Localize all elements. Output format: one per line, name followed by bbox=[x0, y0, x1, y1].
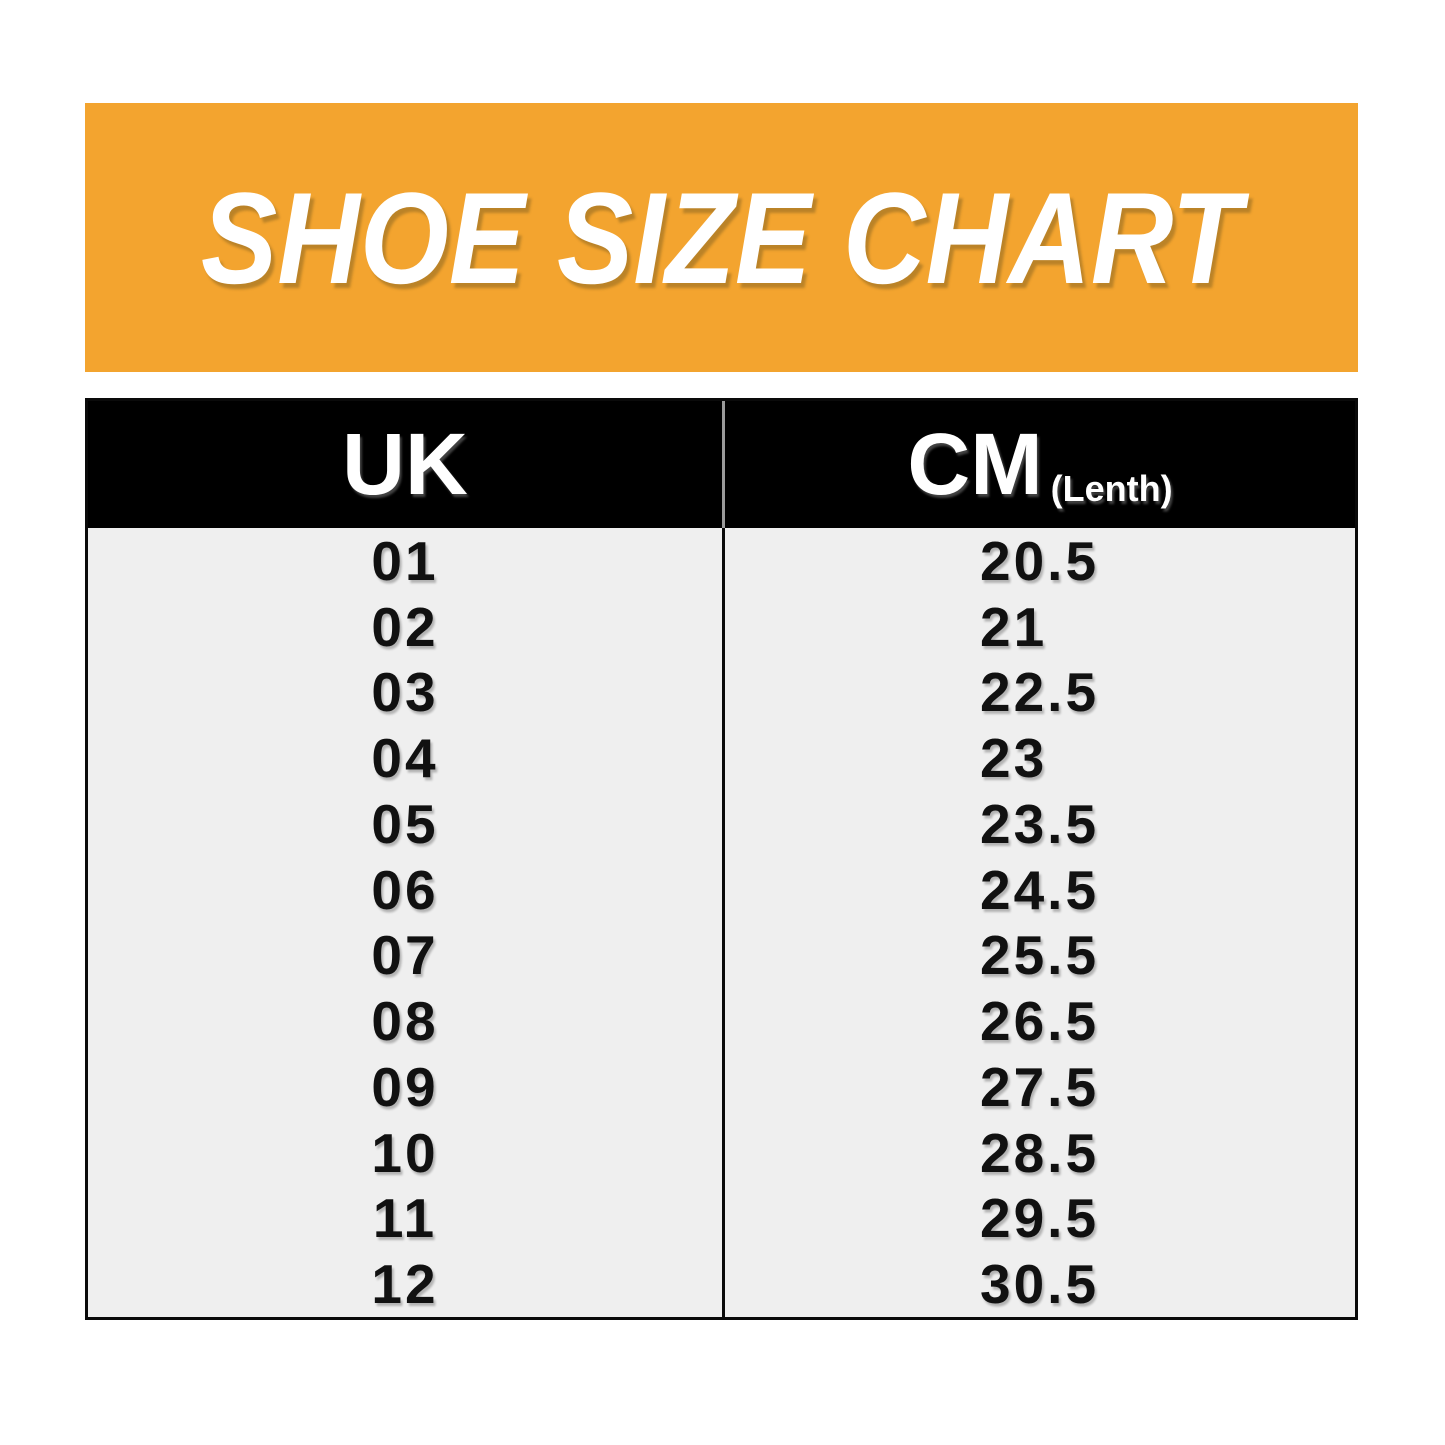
table-row: 03 22.5 bbox=[88, 659, 1355, 726]
cm-length-cell: 26.5 bbox=[722, 988, 1355, 1054]
table-body: 01 20.5 02 21 03 22.5 04 23 05 23.5 06 2… bbox=[88, 528, 1355, 1317]
cm-length-cell: 20.5 bbox=[722, 528, 1355, 594]
uk-size-cell: 10 bbox=[371, 1121, 439, 1184]
uk-size-cell: 12 bbox=[371, 1253, 439, 1316]
cm-length-note: (Lenth) bbox=[1050, 468, 1173, 509]
table-header-row: UK CM (Lenth) bbox=[88, 401, 1355, 528]
cm-length-cell: 27.5 bbox=[722, 1054, 1355, 1120]
cm-length-cell: 23 bbox=[722, 725, 1355, 791]
table-row: 10 28.5 bbox=[88, 1119, 1355, 1186]
table-row: 11 29.5 bbox=[88, 1185, 1355, 1252]
table-row: 02 21 bbox=[88, 593, 1355, 660]
uk-size-cell: 04 bbox=[371, 727, 439, 790]
uk-size-cell: 01 bbox=[371, 529, 439, 592]
cm-label: CM bbox=[907, 415, 1043, 513]
uk-size-cell: 06 bbox=[371, 858, 439, 921]
uk-size-cell: 05 bbox=[371, 792, 439, 855]
uk-size-cell: 08 bbox=[371, 990, 439, 1053]
table-row: 01 20.5 bbox=[88, 528, 1355, 594]
uk-size-cell: 02 bbox=[371, 595, 439, 658]
uk-size-cell: 09 bbox=[371, 1055, 439, 1118]
column-header-uk: UK bbox=[342, 415, 468, 513]
page-title: SHOE SIZE CHART bbox=[201, 164, 1242, 311]
title-banner: SHOE SIZE CHART bbox=[85, 103, 1358, 372]
table-row: 08 26.5 bbox=[88, 988, 1355, 1054]
uk-size-cell: 07 bbox=[371, 924, 439, 987]
cm-length-cell: 23.5 bbox=[722, 791, 1355, 857]
cm-length-cell: 22.5 bbox=[722, 659, 1355, 726]
table-row: 04 23 bbox=[88, 725, 1355, 791]
cm-length-cell: 21 bbox=[722, 593, 1355, 660]
table-row: 05 23.5 bbox=[88, 791, 1355, 857]
uk-size-cell: 03 bbox=[371, 661, 439, 724]
column-header-cm: CM (Lenth) bbox=[722, 401, 1355, 528]
cm-length-cell: 28.5 bbox=[722, 1119, 1355, 1186]
cm-length-cell: 29.5 bbox=[722, 1185, 1355, 1252]
table-row: 12 30.5 bbox=[88, 1251, 1355, 1317]
size-table: UK CM (Lenth) 01 20.5 02 21 03 22.5 04 2… bbox=[85, 398, 1358, 1320]
table-row: 09 27.5 bbox=[88, 1054, 1355, 1120]
cm-length-cell: 24.5 bbox=[722, 856, 1355, 923]
cm-length-cell: 25.5 bbox=[722, 922, 1355, 989]
uk-size-cell: 11 bbox=[372, 1187, 438, 1250]
cm-length-cell: 30.5 bbox=[722, 1251, 1355, 1317]
table-row: 06 24.5 bbox=[88, 856, 1355, 923]
table-row: 07 25.5 bbox=[88, 922, 1355, 989]
